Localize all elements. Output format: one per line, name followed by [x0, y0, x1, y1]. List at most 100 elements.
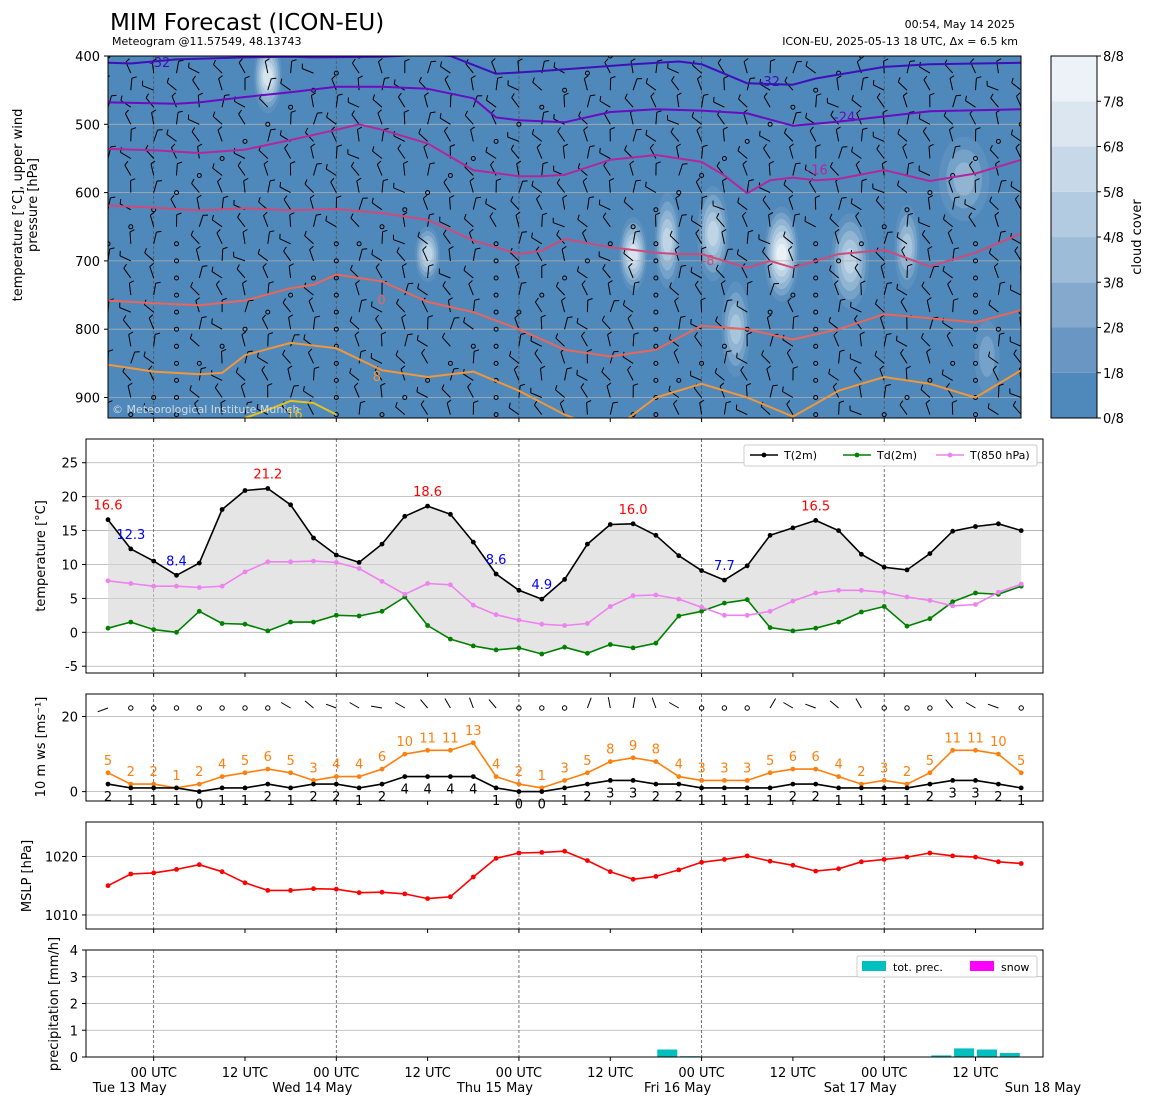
wind-tick-label: 20	[61, 711, 78, 726]
t2m-line-point	[380, 542, 385, 547]
mslp-point	[608, 869, 613, 874]
wind-barb	[564, 95, 565, 107]
wind-barb-flag	[271, 129, 276, 130]
wind-speed-point	[608, 778, 613, 783]
extreme-label: 8.6	[486, 553, 507, 568]
wind-barb-flag	[1022, 162, 1027, 164]
t2m-line-point	[197, 561, 202, 566]
t850-line-point	[928, 598, 933, 603]
wind-gust-point	[1019, 770, 1024, 775]
td2m-line-point	[882, 604, 887, 609]
wind-gust-point	[882, 778, 887, 783]
wind-gust-label: 4	[492, 758, 500, 773]
time-tick-label: 12 UTC	[770, 1066, 816, 1081]
wind-barb-flag	[796, 163, 801, 164]
mslp-point	[494, 856, 499, 861]
temperature-tick-label: -5	[65, 660, 78, 675]
mslp-point	[928, 851, 933, 856]
wind-barb-flag	[431, 112, 436, 113]
wind-barb	[100, 116, 108, 125]
isotherm-label: -32	[149, 56, 170, 71]
wind-barb	[399, 46, 405, 57]
calm-wind-circle	[243, 706, 247, 710]
wind-barb	[714, 50, 725, 56]
wind-gust-point	[471, 740, 476, 745]
t850-line-point	[243, 570, 248, 575]
chart-title: MIM Forecast (ICON-EU)	[110, 10, 384, 36]
mslp-tick-label: 1010	[45, 909, 78, 924]
wind-barb	[633, 697, 635, 708]
wind-gust-label: 11	[442, 731, 459, 746]
wind-gust-label: 6	[789, 750, 797, 765]
wind-gust-point	[357, 774, 362, 779]
t850-line-point	[722, 613, 727, 618]
td2m-line-point	[197, 609, 202, 614]
t2m-line-point	[471, 540, 476, 545]
td2m-line-point	[311, 620, 316, 625]
wind-barb-flag	[678, 42, 683, 44]
wind-barb-flag	[538, 41, 542, 44]
td2m-line-point	[585, 651, 590, 656]
wind-barb-flag	[651, 41, 655, 45]
td2m-line-point	[699, 609, 704, 614]
wind-gust-label: 4	[834, 758, 842, 773]
td2m-line-point	[631, 646, 636, 651]
precip-bar	[977, 1050, 997, 1058]
colorbar-segment	[1051, 282, 1097, 327]
wind-barb-flag	[103, 332, 106, 336]
wind-barb	[382, 232, 383, 244]
wind-gust-point	[950, 748, 955, 753]
t850-line-point	[813, 591, 818, 596]
wind-barb-flag	[887, 283, 892, 284]
mslp-tick-label: 1020	[45, 850, 78, 865]
mslp-point	[631, 877, 636, 882]
wind-barb	[371, 706, 382, 708]
wind-gust-label: 8	[606, 743, 614, 758]
td2m-line-point	[813, 626, 818, 631]
wind-gust-point	[928, 770, 933, 775]
wind-barb-flag	[760, 131, 761, 136]
wind-speed-point	[699, 786, 704, 791]
colorbar-tick-label: 7/8	[1103, 95, 1124, 110]
colorbar-segment	[1051, 328, 1097, 373]
calm-wind-circle	[722, 706, 726, 710]
extreme-label: 16.6	[94, 499, 123, 514]
colorbar-segment	[1051, 101, 1097, 146]
pressure-tick-label: 900	[75, 392, 100, 407]
wind-barb	[235, 50, 245, 56]
td2m-line-point	[859, 610, 864, 615]
t850-line-point	[768, 609, 773, 614]
precip-legend: tot. prec.snow	[857, 956, 1037, 977]
wind-speed-point	[471, 774, 476, 779]
wind-speed-label: 2	[652, 790, 660, 805]
wind-barb-flag	[805, 216, 806, 221]
wind-barb-flag	[156, 231, 161, 232]
wind-barb	[404, 112, 405, 124]
t2m-line-point	[517, 588, 522, 593]
mslp-point	[402, 892, 407, 897]
wind-speed-point	[151, 786, 156, 791]
t2m-line-point	[859, 552, 864, 557]
mslp-point	[1019, 861, 1024, 866]
wind-speed-label: 3	[606, 786, 614, 801]
wind-barb-flag	[417, 387, 418, 392]
mslp-point	[128, 872, 133, 877]
precip-bar	[954, 1048, 974, 1057]
wind-barb-flag	[727, 300, 732, 301]
wind-speed-point	[745, 786, 750, 791]
upper-air-ylabel: temperature [°C], upper windpressure [hP…	[11, 109, 41, 302]
wind-speed-point	[494, 786, 499, 791]
wind-barb-flag	[317, 164, 322, 165]
wind-speed-point	[448, 774, 453, 779]
td2m-line-point	[174, 630, 179, 635]
day-label: Fri 16 May	[644, 1081, 711, 1096]
mslp-point	[539, 850, 544, 855]
colorbar-segment	[1051, 373, 1097, 418]
wind-barb	[291, 112, 292, 124]
t2m-line-point	[745, 563, 750, 568]
wind-gust-label: 5	[926, 754, 934, 769]
wind-barb	[99, 219, 108, 227]
wind-speed-point	[722, 786, 727, 791]
